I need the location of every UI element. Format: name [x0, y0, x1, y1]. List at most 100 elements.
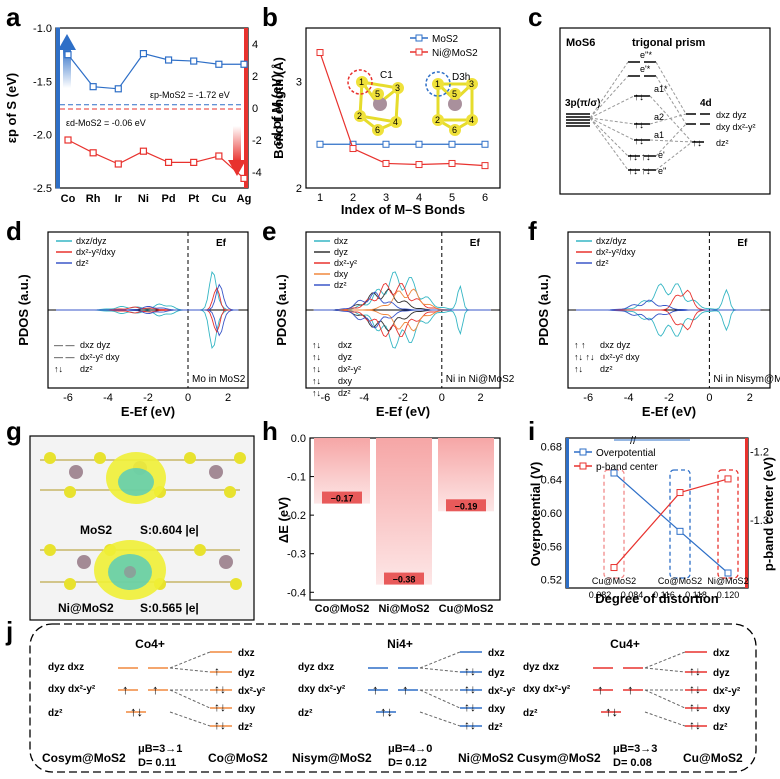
xlabel-d: E-Ef (eV) — [121, 404, 175, 419]
label-c1: C1 — [380, 70, 393, 81]
orbital-3-1: dyz — [338, 352, 353, 362]
ytick-a-right-0: -4 — [252, 167, 262, 179]
point-b-0-4 — [448, 140, 456, 148]
ytick-b-1: 3 — [296, 76, 302, 88]
xtick-b-2: 3 — [383, 192, 389, 204]
ytick-i-left-4: 0.68 — [541, 441, 562, 453]
j-ion-0: Co4+ — [135, 637, 165, 651]
point-a-0-3 — [139, 49, 148, 58]
ytick-a-right-3: 2 — [252, 71, 258, 83]
up-arrow-icon — [58, 34, 76, 50]
point-b-1-0 — [316, 49, 324, 57]
point-i-0-2 — [724, 569, 732, 577]
point-b-0-2 — [382, 140, 390, 148]
ytick-a-right-2: 0 — [252, 103, 258, 115]
point-b-1-1 — [349, 145, 357, 153]
ef-label-2: Ef — [216, 238, 227, 249]
j-left-orb-2-1: dxy dx²-y² — [523, 684, 571, 695]
axis-break-icon: // — [630, 435, 637, 447]
xtick-2-3: 0 — [185, 392, 191, 404]
orbital-3-3: dxy — [338, 376, 353, 386]
j-mu-0: μB=3→1 — [138, 743, 182, 755]
xtick-i-2: 0.116 — [653, 590, 675, 600]
svg-text:↑↓: ↑↓ — [634, 136, 644, 147]
c-mo-4: a1 — [654, 130, 664, 140]
panel-label-a: a — [6, 2, 21, 32]
ytick-h-0: 0.0 — [291, 433, 306, 445]
ef-label-4: Ef — [737, 238, 748, 249]
point-a-0-5 — [190, 57, 198, 65]
xtick-a-0: Co — [61, 193, 76, 205]
bar-label-bg-h-1 — [384, 572, 424, 585]
g-label-2: Ni@MoS2 — [58, 601, 114, 615]
point-b-1-3 — [415, 161, 423, 169]
legend-b-nimos2: Ni@MoS2 — [432, 48, 478, 59]
j-left-spin-0-1: ↑ — [152, 682, 159, 697]
orbital-2-0: dxz dyz — [80, 340, 111, 350]
j-left-orb-2-2: dz² — [523, 708, 538, 719]
svg-text:6: 6 — [375, 125, 380, 135]
ytick-b-0: 2 — [296, 183, 302, 195]
j-right-spin-1-4: ↑↓ — [464, 718, 476, 732]
c-mo-6: e'' — [658, 166, 667, 176]
j-right-orb-0-3: dxy — [238, 704, 256, 715]
pdos-curve-3-1-up — [313, 288, 491, 311]
xtick-h-2: Cu@MoS2 — [439, 603, 494, 615]
orbital-3-0: dxz — [338, 340, 353, 350]
orbital-2-2: dz² — [80, 364, 93, 374]
ytick-i-left-3: 0.64 — [541, 475, 562, 487]
xtick-a-1: Rh — [86, 193, 101, 205]
ytick-h-4: -0.4 — [287, 587, 306, 599]
j-right-spin-2-1: ↑↓ — [689, 664, 701, 678]
point-b-1-4 — [448, 159, 456, 167]
xtick-3-4: 2 — [478, 392, 484, 404]
j-left-orb-1-1: dxy dx²-y² — [298, 684, 346, 695]
xtick-b-4: 5 — [449, 192, 455, 204]
ef-label-3: Ef — [470, 238, 481, 249]
point-a-1-7 — [240, 174, 248, 182]
j-right-orb-1-3: dxy — [488, 704, 506, 715]
xtick-2-4: 2 — [225, 392, 231, 404]
ytick-i-right-0: -1.3 — [750, 515, 769, 527]
svg-text:1: 1 — [435, 79, 440, 89]
point-b-0-3 — [415, 140, 423, 148]
orb-arrows-2-1: — — — [54, 352, 75, 362]
legend-4-0: dxz/dyz — [596, 236, 627, 246]
xtick-2-1: -4 — [103, 392, 113, 404]
ytick-a-left-1: -2.0 — [33, 130, 52, 142]
c-mo-1: e'* — [640, 64, 651, 74]
svg-text:↑↓: ↑↓ — [634, 120, 644, 131]
j-right-orb-0-4: dz² — [238, 722, 253, 733]
panel-label-h: h — [262, 416, 278, 446]
ytick-i-left-2: 0.60 — [541, 508, 562, 520]
j-connector-0-0 — [169, 651, 211, 669]
panel-label-e: e — [262, 216, 276, 246]
pdos-d-curves: Ef -6 -4 -2 0 2 — [48, 232, 248, 404]
j-left-orb-1-0: dyz dxz — [298, 662, 334, 673]
svg-text:6: 6 — [452, 125, 457, 135]
panel-h: h −0.17 Co@MoS2 −0.38 Ni@MoS2 −0.19 Cu@MoS2 0.… — [262, 416, 501, 615]
j-left-orb-1-2: dz² — [298, 708, 313, 719]
orbital-2-1: dx²-y² dxy — [80, 352, 120, 362]
j-left-orb-0-1: dxy dx²-y² — [48, 684, 96, 695]
xtick-2-2: -2 — [143, 392, 153, 404]
svg-text:5: 5 — [452, 89, 457, 99]
point-i-1-0 — [610, 564, 618, 572]
j-left-name-2: Cusym@MoS2 — [517, 751, 601, 765]
svg-text:5: 5 — [375, 89, 380, 99]
ylabel-i-right: p-band center (eV) — [761, 457, 776, 571]
xtick-b-3: 4 — [416, 192, 422, 204]
j-right-spin-0-3: ↑↓ — [214, 700, 226, 714]
orbital-3-4: dz² — [338, 388, 351, 398]
highlight-box-i-2 — [717, 469, 739, 579]
j-ion-2: Cu4+ — [610, 637, 640, 651]
j-right-spin-2-3: ↑↓ — [689, 700, 701, 714]
svg-text:↑↓: ↑↓ — [634, 92, 644, 103]
j-right-spin-0-2: ↑↓ — [214, 682, 226, 696]
xlabel-f: E-Ef (eV) — [642, 404, 696, 419]
ytick-a-left-3: -1.0 — [33, 23, 52, 35]
point-a-0-6 — [215, 60, 223, 68]
